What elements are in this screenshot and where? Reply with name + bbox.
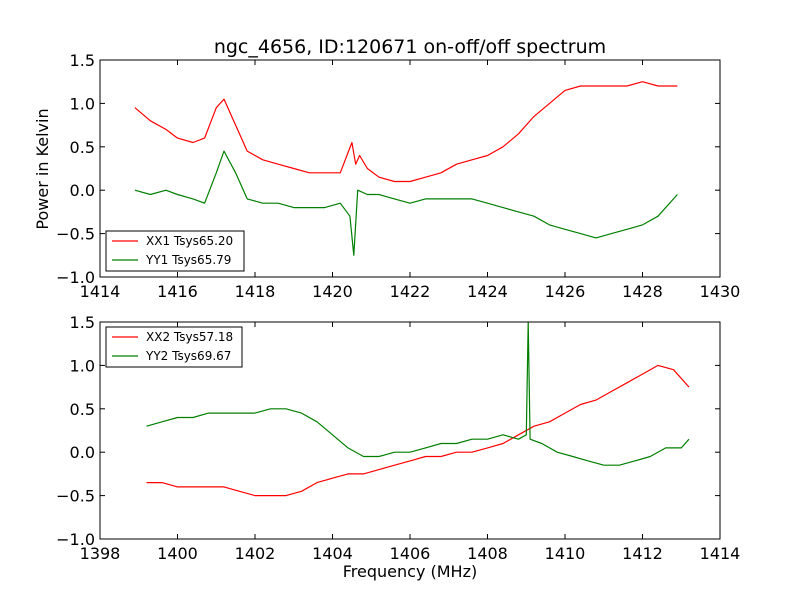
series-line-1 (146, 364, 690, 497)
x-tick-label: 1426 (545, 282, 586, 301)
x-tick-label: 1410 (545, 544, 586, 563)
y-tick-label: 0.0 (70, 181, 95, 200)
legend-box (105, 326, 243, 368)
x-tick-label: 1430 (700, 282, 741, 301)
y-tick-label: 0.5 (70, 400, 95, 419)
x-tick-label: 1420 (312, 282, 353, 301)
legend: XX1 Tsys65.20 YY1 Tsys65.79 (105, 230, 245, 272)
y-tick-label: 0.0 (70, 443, 95, 462)
legend-label: XX1 Tsys65.20 (146, 234, 233, 248)
x-axis-label: Frequency (MHz) (343, 562, 477, 581)
y-tick-label: −1.0 (56, 268, 95, 287)
y-tick-label: 0.5 (70, 138, 95, 157)
legend-label: YY2 Tsys69.67 (145, 349, 231, 363)
x-tick-label: 1414 (80, 282, 121, 301)
x-tick-label: 1402 (235, 544, 276, 563)
chart-panel-1: 1414 1416 1418 1420 1422 1424 1426 1428 1430 −1.0… (56, 51, 740, 301)
y-tick-label: −0.5 (56, 225, 95, 244)
x-tick-label: 1404 (312, 544, 353, 563)
x-tick-label: 1418 (235, 282, 276, 301)
x-tick-label: 1414 (700, 544, 741, 563)
legend-box (105, 230, 245, 272)
x-tick-label: 1398 (80, 544, 121, 563)
y-tick-label: −0.5 (56, 487, 95, 506)
y-axis-label: Power in Kelvin (33, 108, 52, 229)
x-tick-label: 1408 (467, 544, 508, 563)
series-line-1 (134, 81, 678, 183)
chart-panel-2: 1398 1400 1402 1404 1406 1408 1410 1412 1414 −1.0… (56, 313, 740, 563)
y-tick-label: 1.0 (70, 356, 95, 375)
x-tick-label: 1424 (467, 282, 508, 301)
legend: XX2 Tsys57.18 YY2 Tsys69.67 (105, 326, 243, 368)
legend-label: YY1 Tsys65.79 (145, 253, 231, 267)
series-line-2 (146, 322, 690, 466)
y-tick-label: −1.0 (56, 530, 95, 549)
y-tick-label: 1.5 (70, 313, 95, 332)
figure-title: ngc_4656, ID:120671 on-off/off spectrum (214, 36, 606, 58)
legend-label: XX2 Tsys57.18 (146, 330, 233, 344)
x-tick-label: 1416 (157, 282, 198, 301)
y-tick-label: 1.5 (70, 51, 95, 70)
x-tick-label: 1428 (622, 282, 663, 301)
y-tick-label: 1.0 (70, 94, 95, 113)
series-line-2 (134, 150, 678, 256)
x-tick-label: 1412 (622, 544, 663, 563)
x-tick-label: 1400 (157, 544, 198, 563)
x-tick-label: 1422 (390, 282, 431, 301)
chart-panels: 1414 1416 1418 1420 1422 1424 1426 1428 1430 −1.0… (56, 51, 740, 563)
x-tick-label: 1406 (390, 544, 431, 563)
